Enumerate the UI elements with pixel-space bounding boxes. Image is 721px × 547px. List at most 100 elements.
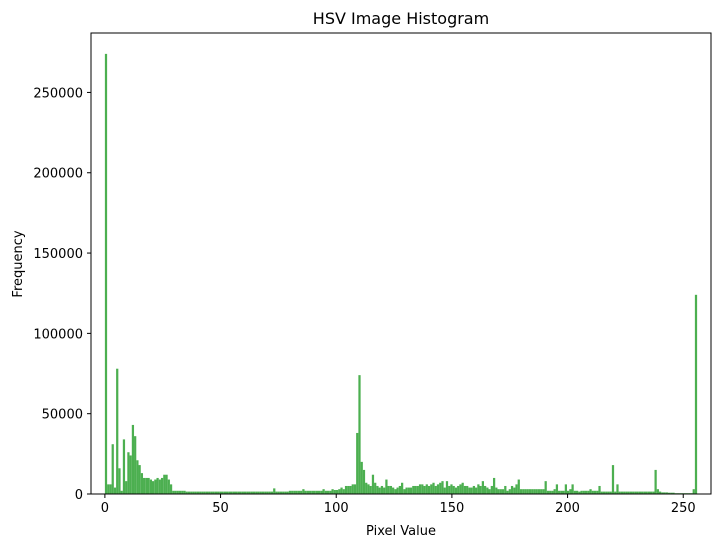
histogram-bar xyxy=(412,485,415,494)
histogram-bar xyxy=(120,490,123,494)
histogram-bar xyxy=(365,482,368,494)
histogram-bar xyxy=(306,490,310,494)
histogram-bar xyxy=(174,490,177,494)
histogram-bar xyxy=(517,479,520,494)
histogram-bar xyxy=(645,491,648,494)
histogram-bar xyxy=(454,487,458,494)
histogram-bar xyxy=(466,485,469,494)
histogram-bar xyxy=(629,491,633,494)
histogram-bar xyxy=(156,477,159,494)
histogram-bar xyxy=(508,489,511,494)
histogram-bar xyxy=(309,490,312,494)
histogram-bar xyxy=(589,489,592,494)
histogram-bar xyxy=(414,485,417,494)
histogram-bar xyxy=(293,490,296,494)
histogram-bar xyxy=(450,484,453,494)
histogram-bar xyxy=(587,490,590,494)
histogram-bar xyxy=(230,491,233,494)
histogram-bar xyxy=(329,490,332,494)
histogram-bar xyxy=(252,491,256,494)
histogram-bar xyxy=(427,485,431,494)
histogram-bar xyxy=(226,491,229,494)
histogram-bar xyxy=(504,485,507,494)
histogram-bar xyxy=(187,491,191,494)
histogram-bar xyxy=(190,491,193,494)
histogram-bar xyxy=(605,491,608,494)
y-tick-label: 250000 xyxy=(33,86,83,101)
histogram-bar xyxy=(418,484,422,494)
histogram-bar xyxy=(109,484,112,494)
histogram-bar xyxy=(643,491,646,494)
histogram-bar xyxy=(111,444,114,494)
histogram-bar xyxy=(239,491,242,494)
histogram-bar xyxy=(241,491,244,494)
histogram-bar xyxy=(519,489,523,494)
histogram-bar xyxy=(656,489,659,494)
histogram-bar xyxy=(481,481,484,494)
histogram-bar xyxy=(484,485,487,494)
histogram-bar xyxy=(347,485,350,494)
histogram-bar xyxy=(362,469,366,494)
histogram-bar xyxy=(374,482,377,494)
x-axis-label: Pixel Value xyxy=(366,524,436,539)
histogram-bar xyxy=(501,489,505,494)
histogram-bar xyxy=(378,487,381,494)
histogram-bar xyxy=(575,490,579,494)
histogram-bar xyxy=(526,489,529,494)
histogram-bar xyxy=(544,481,547,494)
x-tick-label: 100 xyxy=(324,501,349,516)
histogram-bar xyxy=(392,487,395,494)
histogram-bar xyxy=(340,487,343,494)
histogram-bar xyxy=(217,491,220,494)
y-tick-label: 150000 xyxy=(33,247,83,262)
histogram-bar xyxy=(140,473,144,494)
histogram-bar xyxy=(324,490,327,494)
histogram-bar xyxy=(300,490,303,494)
x-tick-label: 150 xyxy=(439,501,464,516)
histogram-bar xyxy=(434,485,437,494)
histogram-bar xyxy=(573,490,576,494)
histogram-bar xyxy=(291,490,294,494)
histogram-bar xyxy=(257,491,260,494)
histogram-bar xyxy=(208,491,211,494)
histogram-bar xyxy=(147,477,150,494)
histogram-bar xyxy=(652,491,655,494)
histogram-bar xyxy=(470,487,473,494)
histogram-bar xyxy=(313,490,316,494)
histogram-bar xyxy=(528,489,532,494)
histogram-bar xyxy=(185,491,188,494)
histogram-bar xyxy=(623,491,626,494)
histogram-bar xyxy=(515,484,518,494)
histogram-bar xyxy=(113,487,117,494)
histogram-bar xyxy=(694,294,698,494)
chart-title: HSV Image Histogram xyxy=(313,9,489,28)
histogram-bar xyxy=(609,491,612,494)
histogram-bar xyxy=(602,491,606,494)
histogram-bar xyxy=(421,484,424,494)
histogram-bar xyxy=(542,489,545,494)
histogram-bar xyxy=(486,487,489,494)
histogram-bar xyxy=(638,491,642,494)
histogram-bar xyxy=(578,491,581,494)
plot-frame xyxy=(90,32,712,495)
histogram-bar xyxy=(322,489,325,494)
histogram-bar xyxy=(367,484,370,494)
histogram-bar xyxy=(104,53,108,494)
histogram-bar xyxy=(385,479,388,494)
histogram-bar xyxy=(221,491,224,494)
y-tick-label: 200000 xyxy=(33,167,83,182)
histogram-bar xyxy=(344,485,348,494)
histogram-bar xyxy=(349,485,352,494)
histogram-bar xyxy=(143,477,146,494)
histogram-bar xyxy=(492,477,496,494)
histogram-bar xyxy=(407,487,410,494)
histogram-bar xyxy=(627,491,630,494)
histogram-bar xyxy=(387,485,390,494)
y-axis-label: Frequency xyxy=(11,230,26,297)
histogram-bar xyxy=(650,491,653,494)
histogram-bar xyxy=(282,491,285,494)
histogram-bar xyxy=(248,491,251,494)
histogram-bar xyxy=(358,375,361,494)
histogram-bar xyxy=(533,489,536,494)
